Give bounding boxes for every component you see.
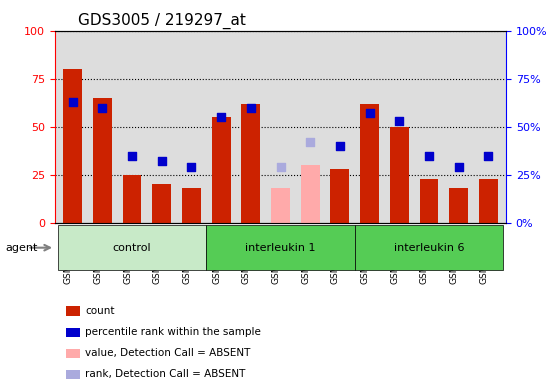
Bar (93, 98, 112, 223)
Bar (271, 188, 290, 223)
Bar (420, 179, 438, 223)
Text: GDS3005 / 219297_at: GDS3005 / 219297_at (78, 13, 245, 29)
Point (187, 164, 196, 170)
Bar (331, 169, 349, 223)
Point (454, 164, 463, 170)
Bar (390, 127, 409, 223)
Point (365, 110, 374, 116)
FancyBboxPatch shape (206, 225, 355, 270)
Text: percentile rank within the sample: percentile rank within the sample (85, 327, 261, 337)
Point (128, 152, 136, 159)
FancyBboxPatch shape (58, 225, 206, 270)
Point (246, 104, 255, 111)
Text: agent: agent (6, 243, 38, 253)
Point (276, 164, 285, 170)
Bar (449, 188, 468, 223)
Bar (123, 175, 141, 223)
Bar (152, 184, 171, 223)
Point (217, 114, 226, 120)
Point (306, 139, 315, 145)
Text: rank, Detection Call = ABSENT: rank, Detection Call = ABSENT (85, 369, 246, 379)
Point (336, 143, 344, 149)
Text: value, Detection Call = ABSENT: value, Detection Call = ABSENT (85, 348, 251, 358)
Point (68, 99, 77, 105)
Bar (63, 69, 82, 223)
Bar (212, 117, 230, 223)
FancyBboxPatch shape (355, 225, 503, 270)
Point (484, 152, 493, 159)
Bar (360, 104, 379, 223)
Bar (479, 179, 498, 223)
Point (395, 118, 404, 124)
Text: control: control (113, 243, 151, 253)
Bar (241, 104, 260, 223)
Point (98, 104, 107, 111)
Bar (301, 165, 320, 223)
Text: interleukin 1: interleukin 1 (245, 243, 316, 253)
Text: interleukin 6: interleukin 6 (394, 243, 464, 253)
Point (425, 152, 433, 159)
Bar (182, 188, 201, 223)
Text: count: count (85, 306, 115, 316)
Point (157, 158, 166, 164)
